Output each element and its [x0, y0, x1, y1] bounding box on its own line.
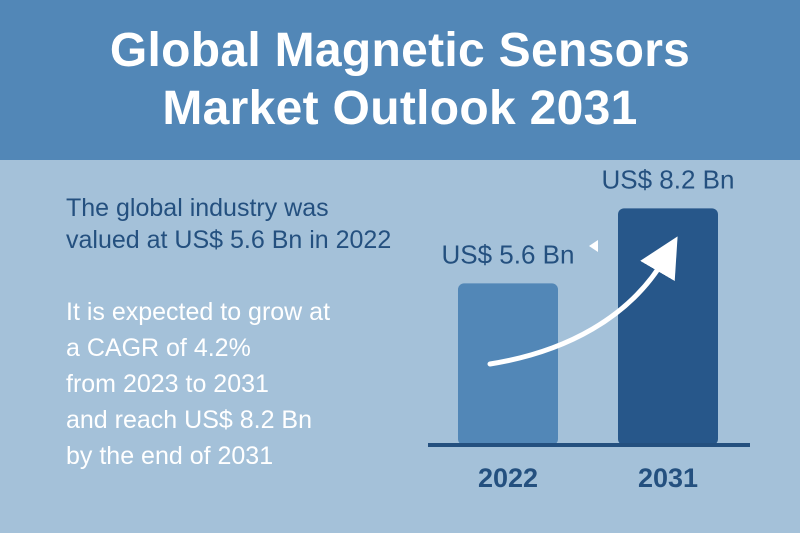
x-tick-label-2022: 2022 [478, 463, 538, 493]
data-label-2022: US$ 5.6 Bn [442, 239, 575, 269]
bar-2031 [618, 208, 718, 445]
growth-line-1: It is expected to grow at [66, 298, 331, 326]
growth-line-3: from 2023 to 2031 [66, 370, 269, 398]
small-triangle-icon [589, 240, 598, 252]
data-label-2031: US$ 8.2 Bn [602, 164, 735, 194]
page-title-line1: Global Magnetic Sensors [109, 24, 691, 77]
header-banner: Global Magnetic Sensors Market Outlook 2… [0, 0, 800, 160]
intro-text: The global industry was valued at US$ 5.… [66, 192, 446, 256]
growth-line-5: by the end of 2031 [66, 442, 274, 470]
growth-arrow-icon [487, 236, 678, 367]
growth-line-4: and reach US$ 8.2 Bn [66, 406, 312, 434]
intro-line-2: valued at US$ 5.6 Bn in 2022 [66, 226, 392, 254]
intro-line-1: The global industry was [66, 194, 329, 222]
bar-2022 [458, 283, 558, 445]
growth-text: It is expected to grow at a CAGR of 4.2%… [66, 294, 426, 474]
page-title-line2: Market Outlook 2031 [162, 82, 638, 135]
growth-line-2: a CAGR of 4.2% [66, 334, 251, 362]
x-tick-label-2031: 2031 [638, 463, 698, 493]
